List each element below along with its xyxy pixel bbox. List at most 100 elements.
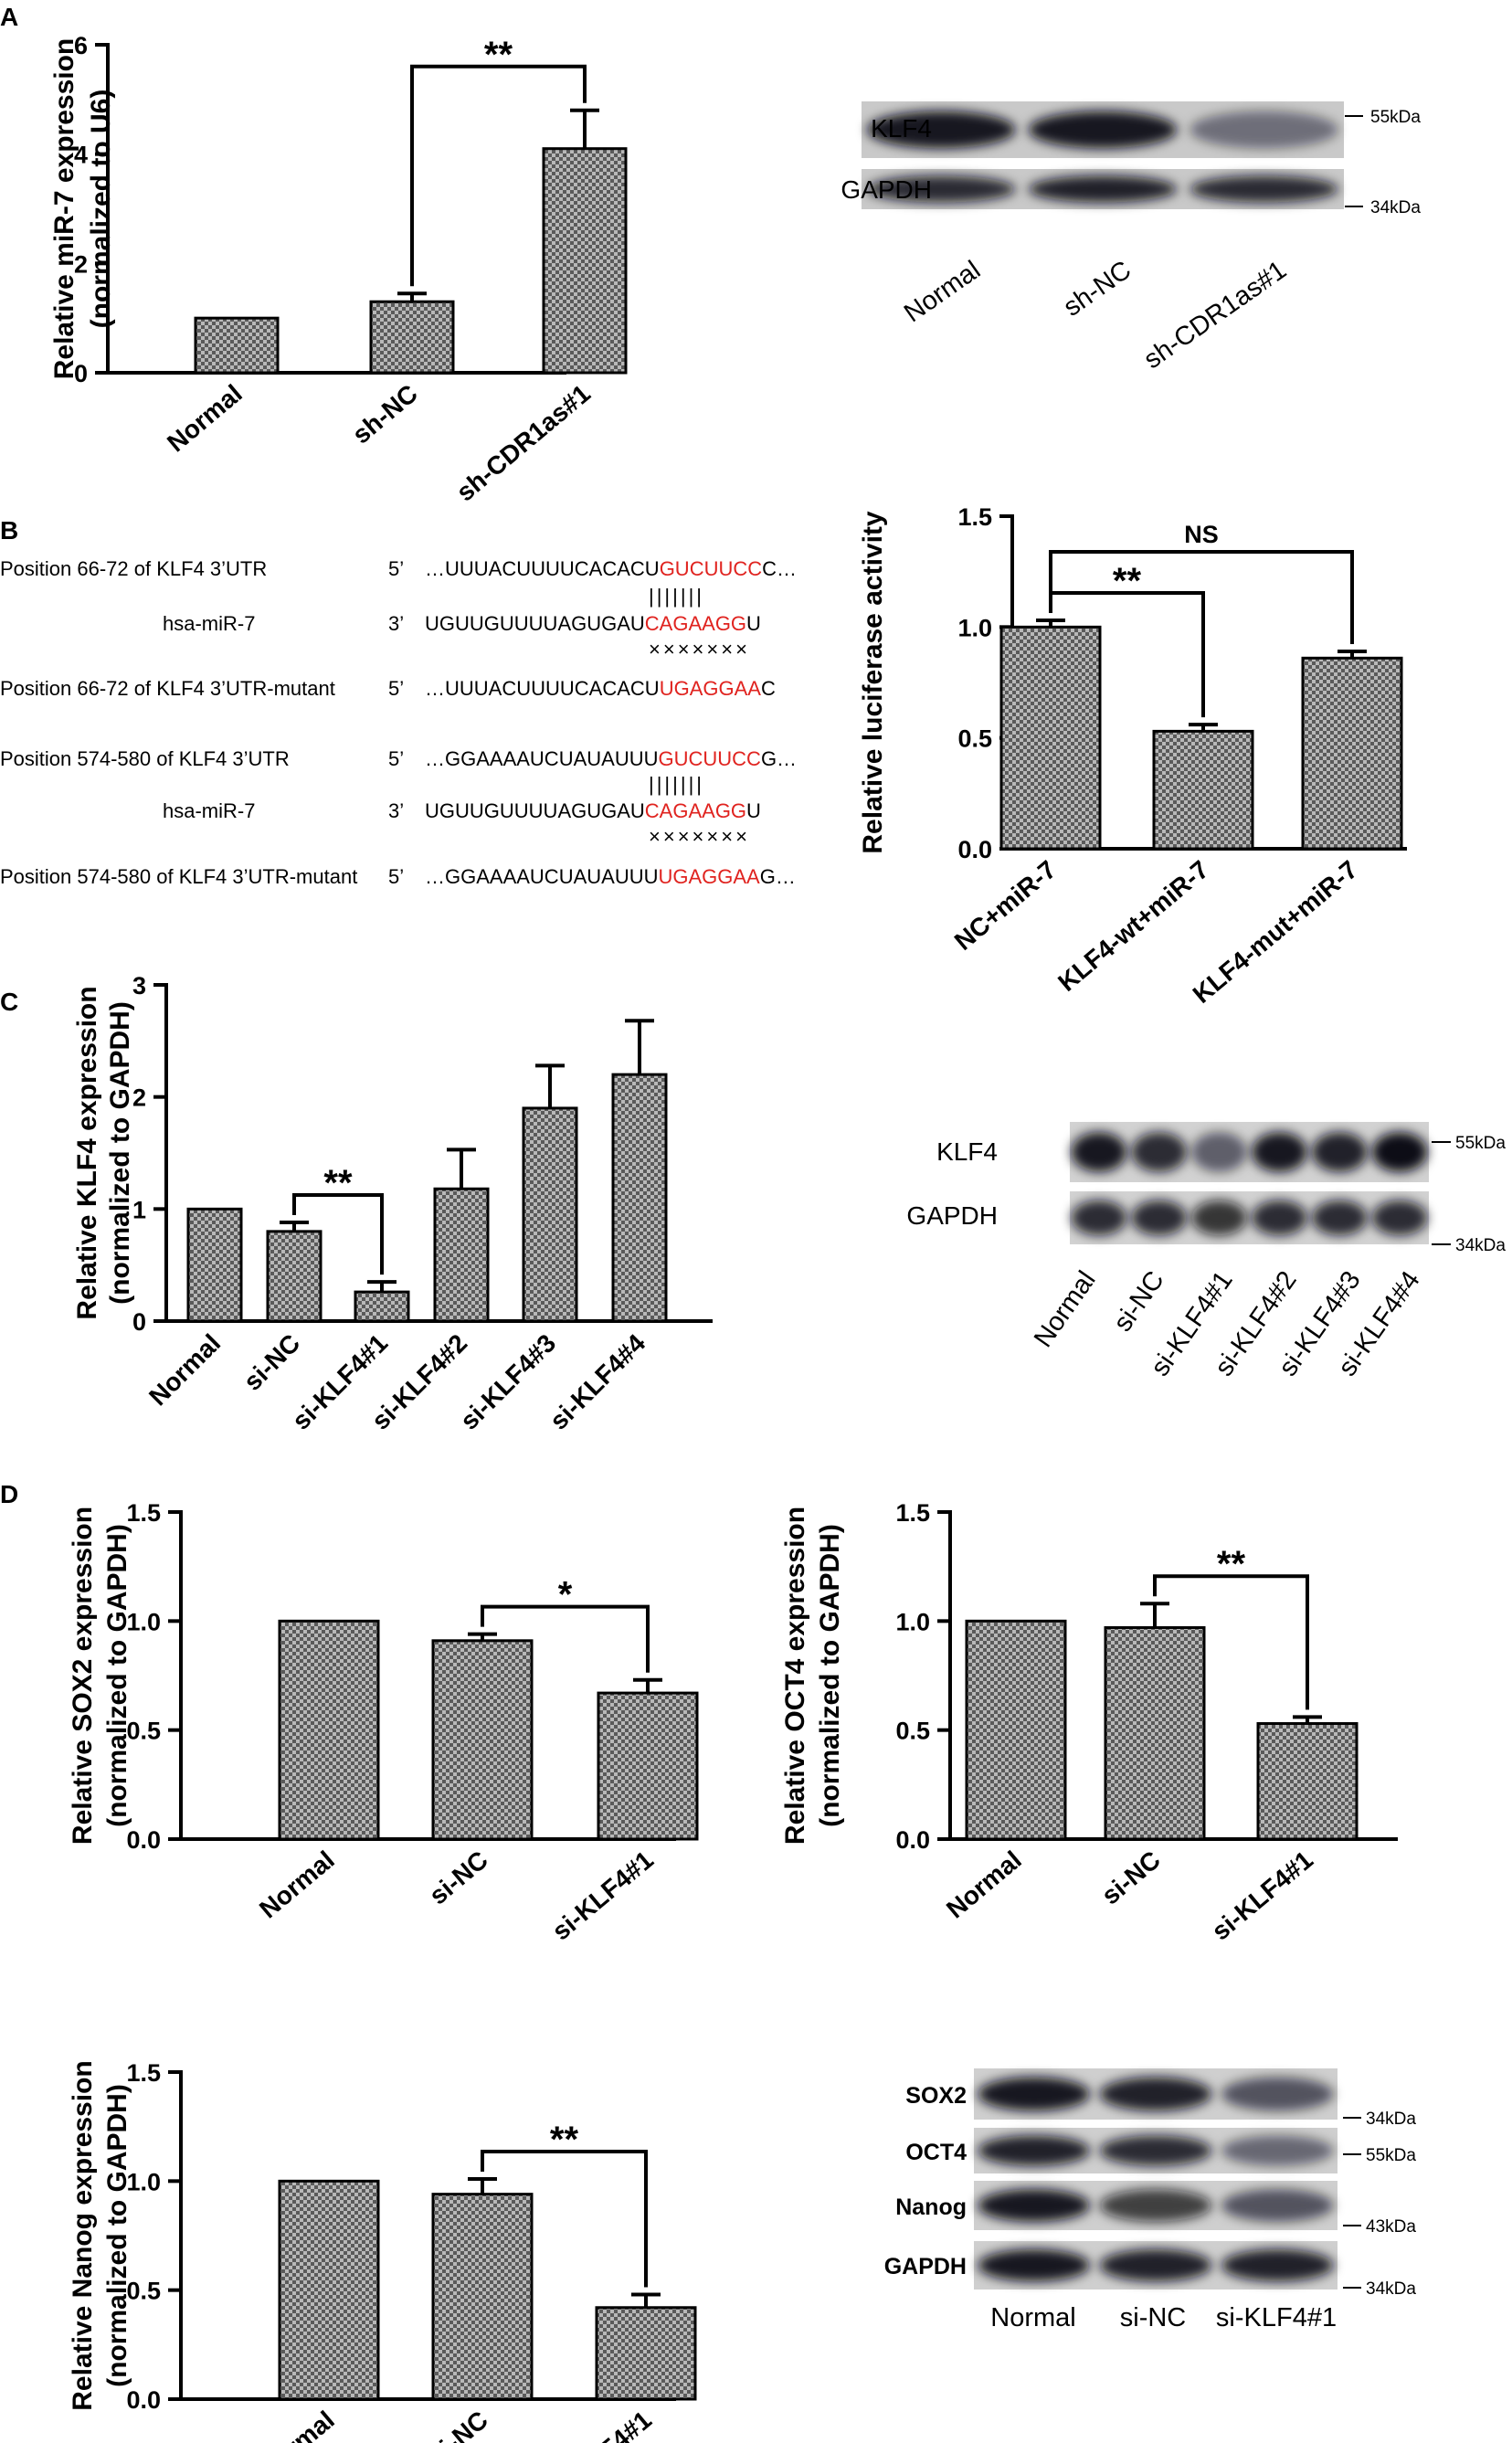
bar [611,1073,668,1323]
y-tick-label: 1.0 [126,2168,161,2195]
y-tick-label: 0.5 [957,725,992,753]
sequence-match-marks: ||||||| [649,585,704,608]
sequence-label: hsa-miR-7 [163,612,255,635]
category-label: si-KLF4#3 [455,1328,562,1435]
kda-label: 55kDa [1370,108,1421,127]
sequence-prime: 5’ [388,747,404,770]
category-label: sh-CDR1as#1 [451,379,596,507]
blot-lane-label: si-NC [1120,2303,1187,2332]
sequence-alignment: Position 66-72 of KLF4 3’UTR 5’ …UUUACUUUU… [0,557,797,888]
blot-band [1311,1200,1368,1236]
blot-lane-label: sh-NC [1058,256,1137,323]
kda-label: 34kDa [1370,198,1421,217]
blot-band [1371,1132,1428,1172]
blot-band [1371,1200,1428,1236]
y-tick-label: 1.0 [895,1608,930,1635]
category-label: KLF4-mut+miR-7 [1188,855,1363,1009]
blot-band [978,2135,1090,2166]
blot-band [1221,2189,1334,2222]
sequence-highlight: GUCUUCC [658,747,761,770]
blot-band [1190,175,1338,203]
bar [965,1619,1067,1841]
bar [369,300,455,375]
chart-mir7-expression: 0 2 4 6 Normal sh-NC sh-CDR1as#1 ** Relative miR… [49,32,628,507]
blot-band [1131,1132,1188,1172]
sequence-plain: …UUUACUUUUCACACU [425,677,660,700]
blot-lane-label: Normal [899,256,986,329]
y-axis-label: (normalized to GAPDH) [102,1524,132,1827]
western-blot-a: KLF4 GAPDH 55kDa 34kDa Normal sh-NC sh-CDR1as#… [841,100,1421,375]
sequence-plain: C [761,677,776,700]
bar [1104,1625,1206,1841]
blot-band [1252,1200,1307,1236]
sequence-highlight: CAGAAGG [645,612,746,635]
sequence-prime: 3’ [388,799,404,822]
significance-bracket [1153,1574,1309,1710]
significance-bracket [1049,550,1354,645]
y-tick-label: 0.5 [126,1718,161,1745]
blot-band [1191,1132,1247,1172]
sequence-prime: 3’ [388,612,404,635]
blot-band [1311,1132,1368,1172]
panel-letter-a: A [0,3,18,31]
y-tick-label: 0.0 [957,836,992,863]
y-tick-label: 0.0 [126,1826,161,1854]
y-tick-label: 1.0 [957,614,992,641]
bar [595,2306,697,2401]
sequence-text: …UUUACUUUUCACACUGUCUUCCC… [425,557,797,580]
chart-sox2-expression: 0.0 0.5 1.0 1.5 Normal si-NC si-KLF4#1 * Relativ… [68,1499,699,1946]
kda-label: 34kDa [1366,2110,1416,2129]
blot-band [867,175,1016,203]
significance-label: ** [323,1163,353,1203]
bar [186,1207,243,1323]
sequence-prime: 5’ [388,865,404,888]
category-label: si-NC [424,1845,493,1910]
blot-band [867,111,1016,149]
sequence-plain: UGUUGUUUUAGUGAU [425,799,645,822]
y-axis-label: (normalized to GAPDH) [815,1524,845,1827]
y-axis-label: Relative Nanog expression [68,2060,98,2410]
blot-band [1071,1132,1127,1172]
sequence-plain: …GGAAAAUCUAUAUUU [425,747,658,770]
sequence-highlight: UGAGGAA [658,865,760,888]
kda-label: 34kDa [1366,2279,1416,2299]
y-tick-label: 0 [132,1308,146,1336]
blot-row-label: KLF4 [871,114,932,143]
sequence-highlight: GUCUUCC [660,557,763,580]
panel-letter-b: B [0,516,18,545]
kda-label: 43kDa [1366,2217,1416,2237]
category-label: Normal [162,379,248,458]
blot-lane-label: sh-CDR1as#1 [1138,256,1292,375]
blot-row-label: OCT4 [905,2140,967,2165]
significance-label: ** [1217,1544,1246,1584]
bar [1256,1722,1359,1841]
kda-label: 34kDa [1455,1236,1506,1255]
significance-label: ** [550,2120,579,2160]
blot-strip [1068,1190,1431,1246]
bar [431,2193,534,2401]
sequence-match-marks: ××××××× [649,825,750,848]
kda-label: 55kDa [1455,1134,1506,1153]
blot-strip [1068,1120,1431,1184]
bar [278,1619,380,1841]
sequence-match-marks: ××××××× [649,638,750,661]
blot-band [1252,1132,1307,1172]
bar [278,2179,380,2401]
bar [431,1639,534,1841]
sequence-highlight: CAGAAGG [645,799,746,822]
chart-oct4-expression: 0.0 0.5 1.0 1.5 Normal si-NC si-KLF4#1 ** Relati… [780,1499,1398,1946]
bar [1152,729,1254,851]
significance-bracket [410,64,587,287]
sequence-text: …UUUACUUUUCACACUUGAGGAAC [425,677,776,700]
chart-luciferase-activity: 0.0 0.5 1.0 1.5 NC+miR-7KLF4-wt+miR-7KLF4-mu… [858,503,1407,1009]
western-blot-d: SOX2 OCT4 Nanog GAPDH 34kDa 55kDa 43kDa 34kDa No… [884,2067,1416,2332]
kda-label: 55kDa [1366,2146,1416,2165]
sequence-text: UGUUGUUUUAGUGAUCAGAAGGU [425,799,761,822]
chart-nanog-expression: 0.0 0.5 1.0 1.5 Normal si-NC si-KLF4#1 ** Relati… [68,2059,697,2443]
y-tick-label: 0.5 [126,2278,161,2305]
y-tick-label: 1.5 [126,2059,161,2087]
category-label: Normal [254,2406,340,2443]
sequence-plain: …UUUACUUUUCACACU [425,557,660,580]
sequence-text: UGUUGUUUUAGUGAUCAGAAGGU [425,612,761,635]
sequence-prime: 5’ [388,677,404,700]
